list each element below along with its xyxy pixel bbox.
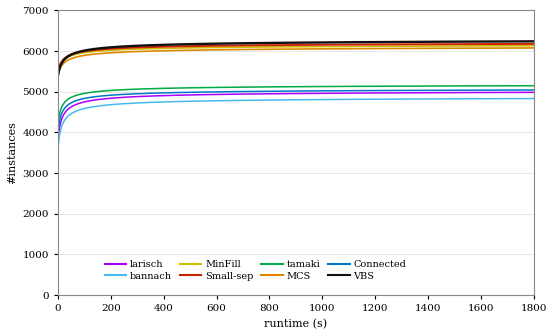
X-axis label: runtime (s): runtime (s) [264,319,327,329]
Y-axis label: #instances: #instances [7,121,17,184]
Legend: larisch, bannach, MinFill, Small-sep, tamaki, MCS, Connected, VBS: larisch, bannach, MinFill, Small-sep, ta… [101,256,410,285]
